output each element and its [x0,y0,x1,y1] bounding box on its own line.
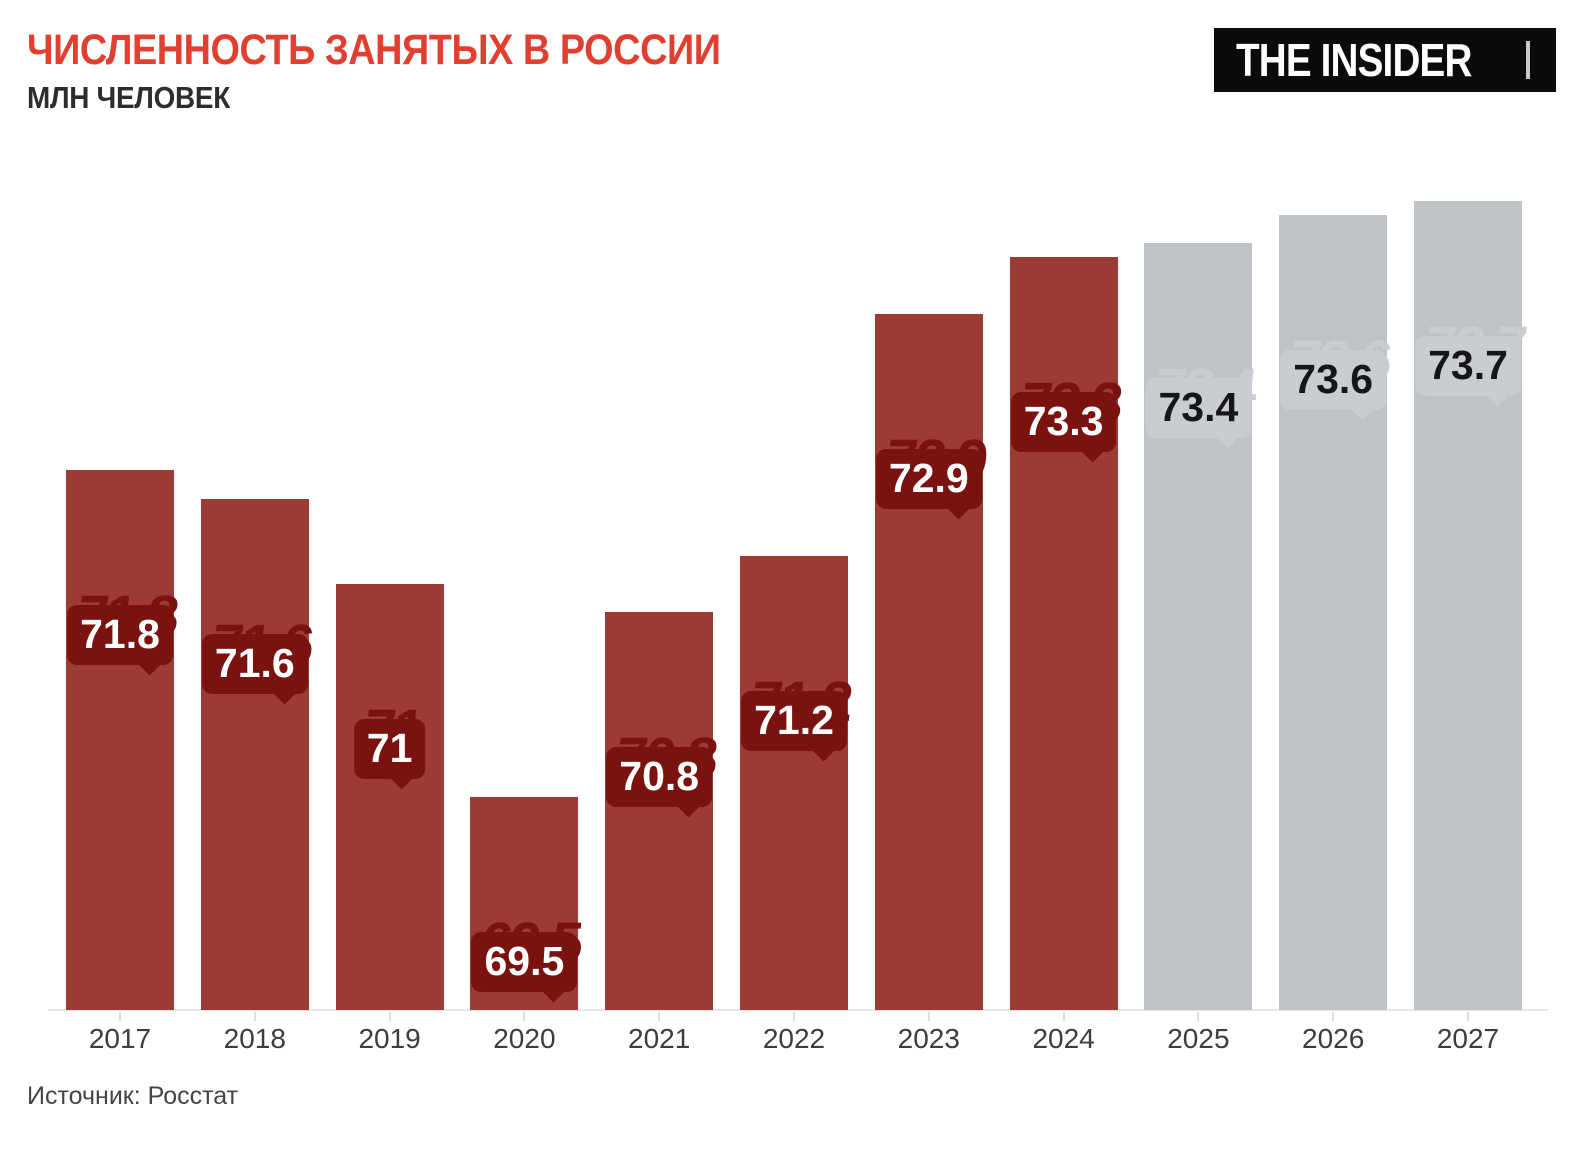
value-label-2026: 73.6 [1280,349,1387,410]
axis-tick [1467,1012,1469,1021]
x-axis-label-2017: 2017 [88,1023,152,1054]
bar-2022[interactable]: 71.2 [740,555,848,1010]
x-axis-label-2022: 2022 [762,1023,826,1054]
value-label-2024: 73.3 [1010,392,1117,453]
x-axis-label-2023: 2023 [897,1023,960,1054]
bar-2017[interactable]: 71.8 [66,470,174,1010]
x-axis-label-2018: 2018 [223,1023,286,1054]
value-label-2023: 72.9 [875,449,982,510]
bar-2019[interactable]: 71 [335,584,444,1010]
x-axis-label-2021: 2021 [628,1023,691,1054]
axis-tick [1062,1012,1065,1021]
value-label-2020: 69.5 [471,932,578,992]
logo-cursor-bar [1526,41,1530,79]
axis-tick [253,1012,256,1021]
value-label-2021: 70.8 [606,747,713,808]
the-insider-logo[interactable]: THE INSIDER [1213,28,1556,92]
x-axis-label-2020: 2020 [493,1023,556,1054]
value-label-2022: 71.2 [741,690,847,751]
source-note: Источник: Росстат [27,1082,239,1110]
bar-2027-forecast[interactable]: 73.7 [1414,200,1522,1010]
value-label-2018: 71.6 [201,633,308,694]
logo-wordmark: THE INSIDER [1235,34,1472,86]
value-label-2019: 71 [353,719,426,779]
x-axis-label-2019: 2019 [358,1023,421,1054]
bar-2023[interactable]: 72.9 [874,314,983,1010]
value-label-2017: 71.8 [67,605,173,666]
bar-2020[interactable]: 69.5 [470,797,579,1010]
axis-tick [119,1012,121,1021]
bar-2024[interactable]: 73.3 [1009,257,1118,1010]
x-axis-label-2027: 2027 [1436,1023,1500,1054]
x-axis-label-2025: 2025 [1167,1023,1230,1054]
axis-tick [1197,1012,1200,1021]
value-label-2025: 73.4 [1145,378,1252,439]
chart-subtitle-units: МЛН ЧЕЛОВЕК [27,80,231,115]
axis-tick [658,1012,661,1021]
bar-2025-forecast[interactable]: 73.4 [1144,243,1253,1010]
axis-tick [927,1012,930,1021]
axis-tick [523,1012,526,1021]
axis-tick [793,1012,795,1021]
axis-tick [388,1012,391,1021]
x-axis-label-2026: 2026 [1302,1023,1365,1054]
x-axis-label-2024: 2024 [1032,1023,1095,1054]
x-axis-line [48,1009,1548,1011]
bar-2018[interactable]: 71.6 [200,498,309,1010]
bar-2026-forecast[interactable]: 73.6 [1279,214,1388,1010]
value-label-2027: 73.7 [1415,335,1521,396]
bar-2021[interactable]: 70.8 [605,612,714,1010]
axis-tick [1332,1012,1335,1021]
chart-title: ЧИСЛЕННОСТЬ ЗАНЯТЫХ В РОССИИ [27,26,721,74]
